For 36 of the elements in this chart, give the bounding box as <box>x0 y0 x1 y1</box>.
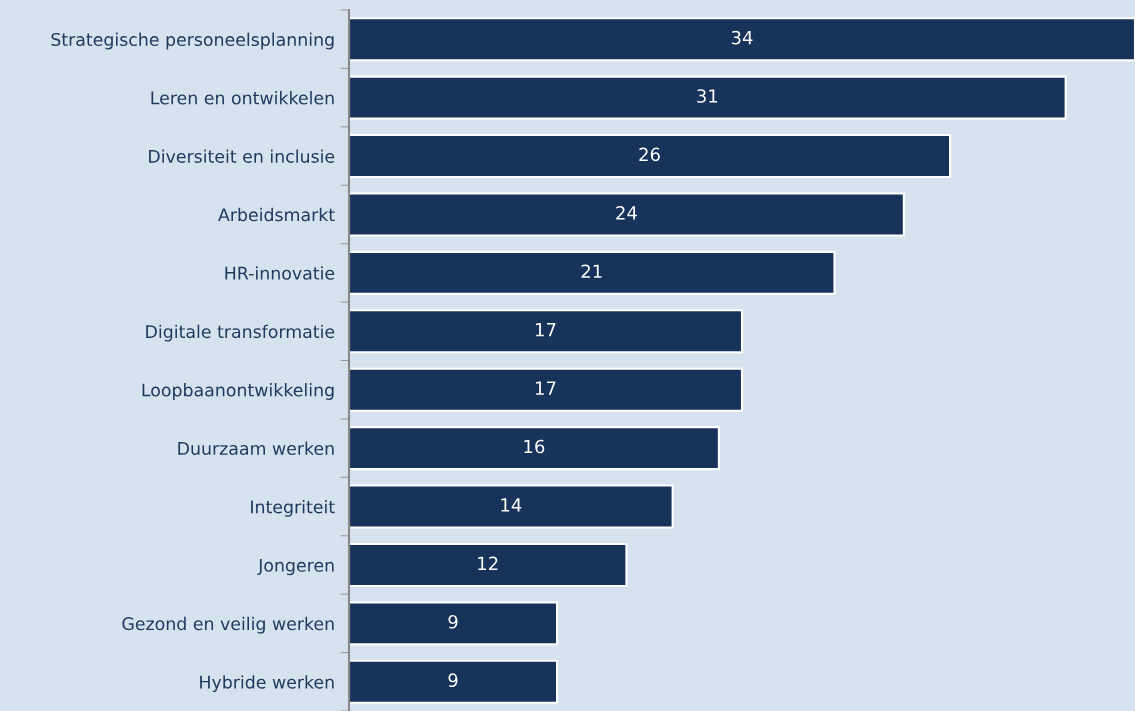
data-label: 12 <box>478 556 498 570</box>
bar <box>349 309 744 354</box>
data-label: 14 <box>501 498 522 512</box>
bar <box>349 426 720 471</box>
bar <box>349 367 744 412</box>
bar <box>349 484 674 529</box>
data-label: 21 <box>581 264 602 278</box>
bar <box>349 192 905 237</box>
data-label: 9 <box>448 673 458 688</box>
y-tick-label: Hybride werken <box>200 675 334 692</box>
y-tick-label: HR-innovatie <box>225 266 335 280</box>
y-tick-label: Strategische personeelsplanning <box>51 32 334 50</box>
data-label: 24 <box>616 206 637 220</box>
data-label: 17 <box>536 381 556 395</box>
bar <box>349 133 952 179</box>
bar <box>349 75 1067 120</box>
data-label: 17 <box>536 323 556 337</box>
y-tick-label: Gezond en veilig werken <box>122 616 334 634</box>
y-tick-label: Diversiteit en inclusie <box>149 149 335 163</box>
bar <box>349 17 1135 62</box>
data-label: 31 <box>697 89 718 103</box>
bar <box>349 250 836 295</box>
bar <box>349 542 628 588</box>
data-label: 26 <box>639 147 660 162</box>
y-tick-label: Loopbaanontwikkeling <box>142 383 334 400</box>
y-tick-label: Arbeidsmarkt <box>218 207 335 222</box>
bar <box>349 601 559 646</box>
data-label: 34 <box>731 30 753 45</box>
y-tick-label: Digitale transformatie <box>146 324 335 342</box>
y-tick-label: Duurzaam werken <box>178 441 334 455</box>
data-label: 9 <box>448 614 458 629</box>
y-tick-label: Leren en ontwikkelen <box>151 91 334 105</box>
y-tick-label: Integriteit <box>251 499 335 517</box>
data-label: 16 <box>524 439 545 454</box>
bar <box>349 659 559 704</box>
y-tick-label: Jongeren <box>257 558 334 576</box>
